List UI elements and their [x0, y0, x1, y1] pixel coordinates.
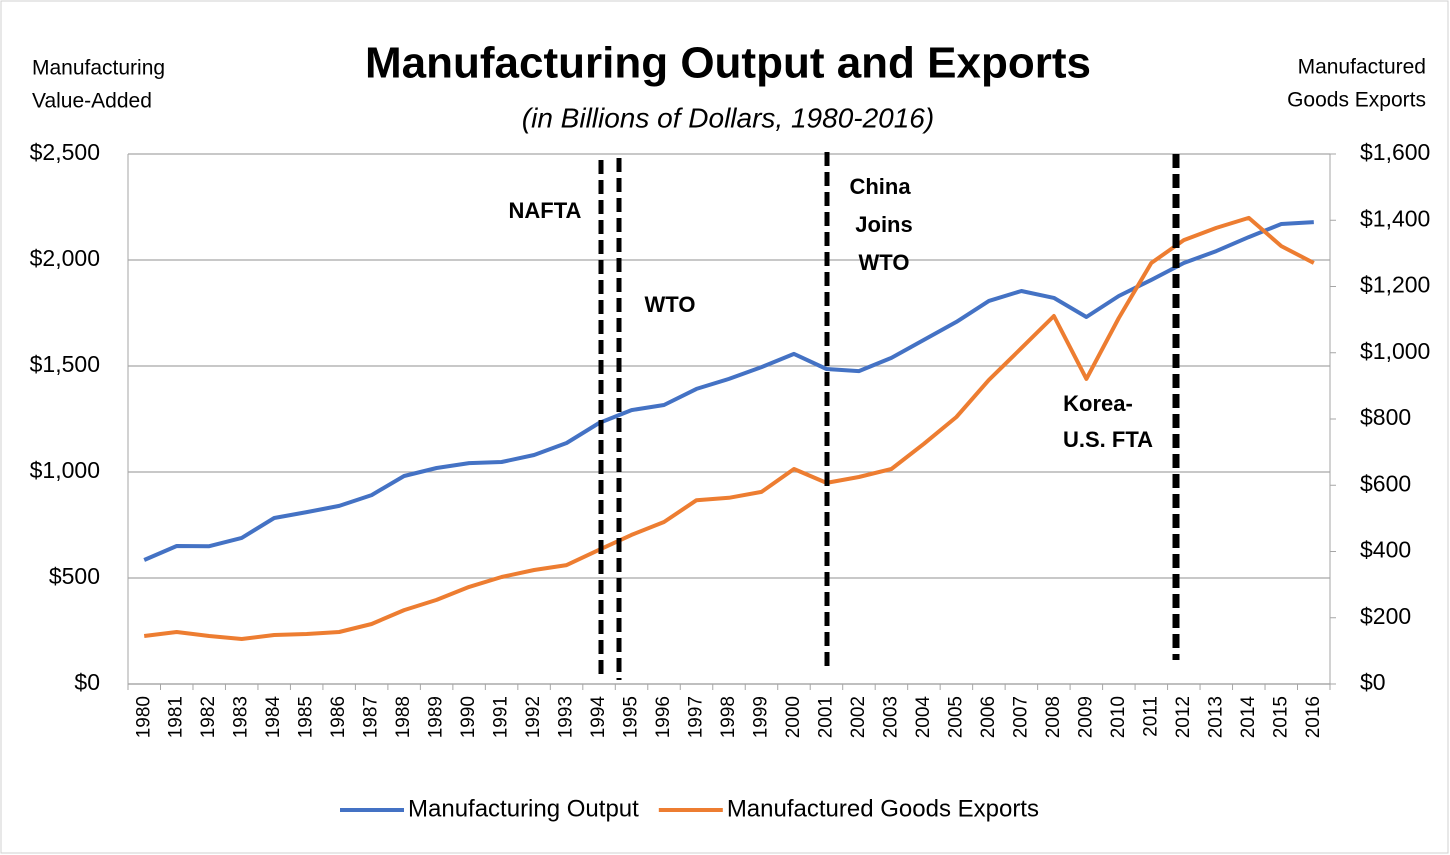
- x-tick-label: 1984: [263, 696, 284, 739]
- x-tick-label: 2005: [945, 696, 966, 738]
- x-tick-label: 2000: [783, 696, 804, 738]
- x-tick-label: 1993: [556, 696, 577, 738]
- series-line: [143, 220, 1314, 562]
- x-tick-label: 2008: [1043, 696, 1064, 738]
- y2-tick-label: $0: [1360, 669, 1386, 695]
- y2-tick-label: $1,200: [1360, 272, 1430, 298]
- x-tick-label: 1981: [166, 696, 187, 738]
- x-tick-label: 2003: [880, 696, 901, 738]
- y-tick-label: $0: [74, 669, 100, 695]
- x-tick-label: 2004: [913, 696, 934, 739]
- x-tick-label: 1983: [231, 696, 252, 738]
- x-tick-label: 1980: [133, 696, 154, 738]
- x-tick-label: 1982: [198, 696, 219, 738]
- annotation: Joins: [855, 212, 912, 237]
- legend-label: Manufactured Goods Exports: [727, 795, 1039, 822]
- x-tick-label: 2007: [1010, 696, 1031, 738]
- x-tick-label: 2002: [848, 696, 869, 738]
- x-tick-label: 2010: [1108, 696, 1129, 738]
- chart-title: Manufacturing Output and Exports: [365, 39, 1091, 88]
- x-tick-label: 1992: [523, 696, 544, 738]
- y-axis-label: Value-Added: [32, 90, 152, 113]
- x-tick-label: 2011: [1140, 696, 1161, 737]
- x-tick-label: 1990: [458, 696, 479, 738]
- y2-tick-label: $400: [1360, 537, 1411, 563]
- y2-axis-label: Goods Exports: [1287, 89, 1426, 112]
- y2-tick-label: $200: [1360, 603, 1411, 629]
- x-tick-label: 1997: [686, 696, 707, 738]
- series-line: [143, 215, 1315, 641]
- x-tick-label: 1998: [718, 696, 739, 738]
- x-tick-label: 1989: [426, 696, 447, 738]
- y2-tick-label: $1,400: [1360, 205, 1430, 231]
- y2-tick-label: $600: [1360, 470, 1411, 496]
- annotation: WTO: [645, 292, 696, 317]
- y2-tick-label: $800: [1360, 404, 1411, 430]
- y-tick-label: $500: [49, 563, 100, 589]
- y-axis-label: Manufacturing: [32, 57, 165, 80]
- event-lines: [598, 152, 1180, 680]
- x-tick-label: 1996: [653, 696, 674, 738]
- annotation: WTO: [859, 250, 910, 275]
- x-tick-label: 1985: [296, 696, 317, 738]
- x-tick-label: 2015: [1270, 696, 1291, 738]
- annotation: China: [849, 174, 911, 199]
- y-tick-label: $1,000: [30, 457, 100, 483]
- x-tick-label: 1995: [621, 696, 642, 738]
- y-tick-label: $2,000: [30, 245, 100, 271]
- x-tick-label: 1986: [328, 696, 349, 738]
- x-tick-label: 1994: [588, 696, 609, 739]
- y2-tick-label: $1,000: [1360, 338, 1430, 364]
- x-tick-label: 1988: [393, 696, 414, 738]
- y2-tick-label: $1,600: [1360, 139, 1430, 165]
- x-tick-label: 2006: [978, 696, 999, 738]
- chart-subtitle: (in Billions of Dollars, 1980-2016): [522, 102, 934, 133]
- x-tick-label: 2001: [815, 696, 836, 738]
- y-tick-label: $2,500: [30, 139, 100, 165]
- x-tick-label: 2012: [1173, 696, 1194, 738]
- annotation: Korea-: [1063, 391, 1133, 416]
- legend-label: Manufacturing Output: [408, 795, 639, 822]
- x-tick-label: 2013: [1205, 696, 1226, 738]
- y2-axis-label: Manufactured: [1298, 56, 1426, 79]
- x-tick-label: 1991: [491, 696, 512, 738]
- x-tick-label: 2009: [1075, 696, 1096, 738]
- x-tick-label: 2016: [1303, 696, 1324, 738]
- annotation: NAFTA: [509, 198, 582, 223]
- annotation: U.S. FTA: [1063, 427, 1153, 452]
- y-tick-label: $1,500: [30, 351, 100, 377]
- x-tick-label: 1999: [751, 696, 772, 738]
- x-tick-label: 1987: [361, 696, 382, 738]
- plot-area: $0 $500 $1,000 $1,500 $2,000 $2,500 $0 $200 $400…: [30, 139, 1431, 738]
- x-tick-label: 2014: [1238, 696, 1259, 739]
